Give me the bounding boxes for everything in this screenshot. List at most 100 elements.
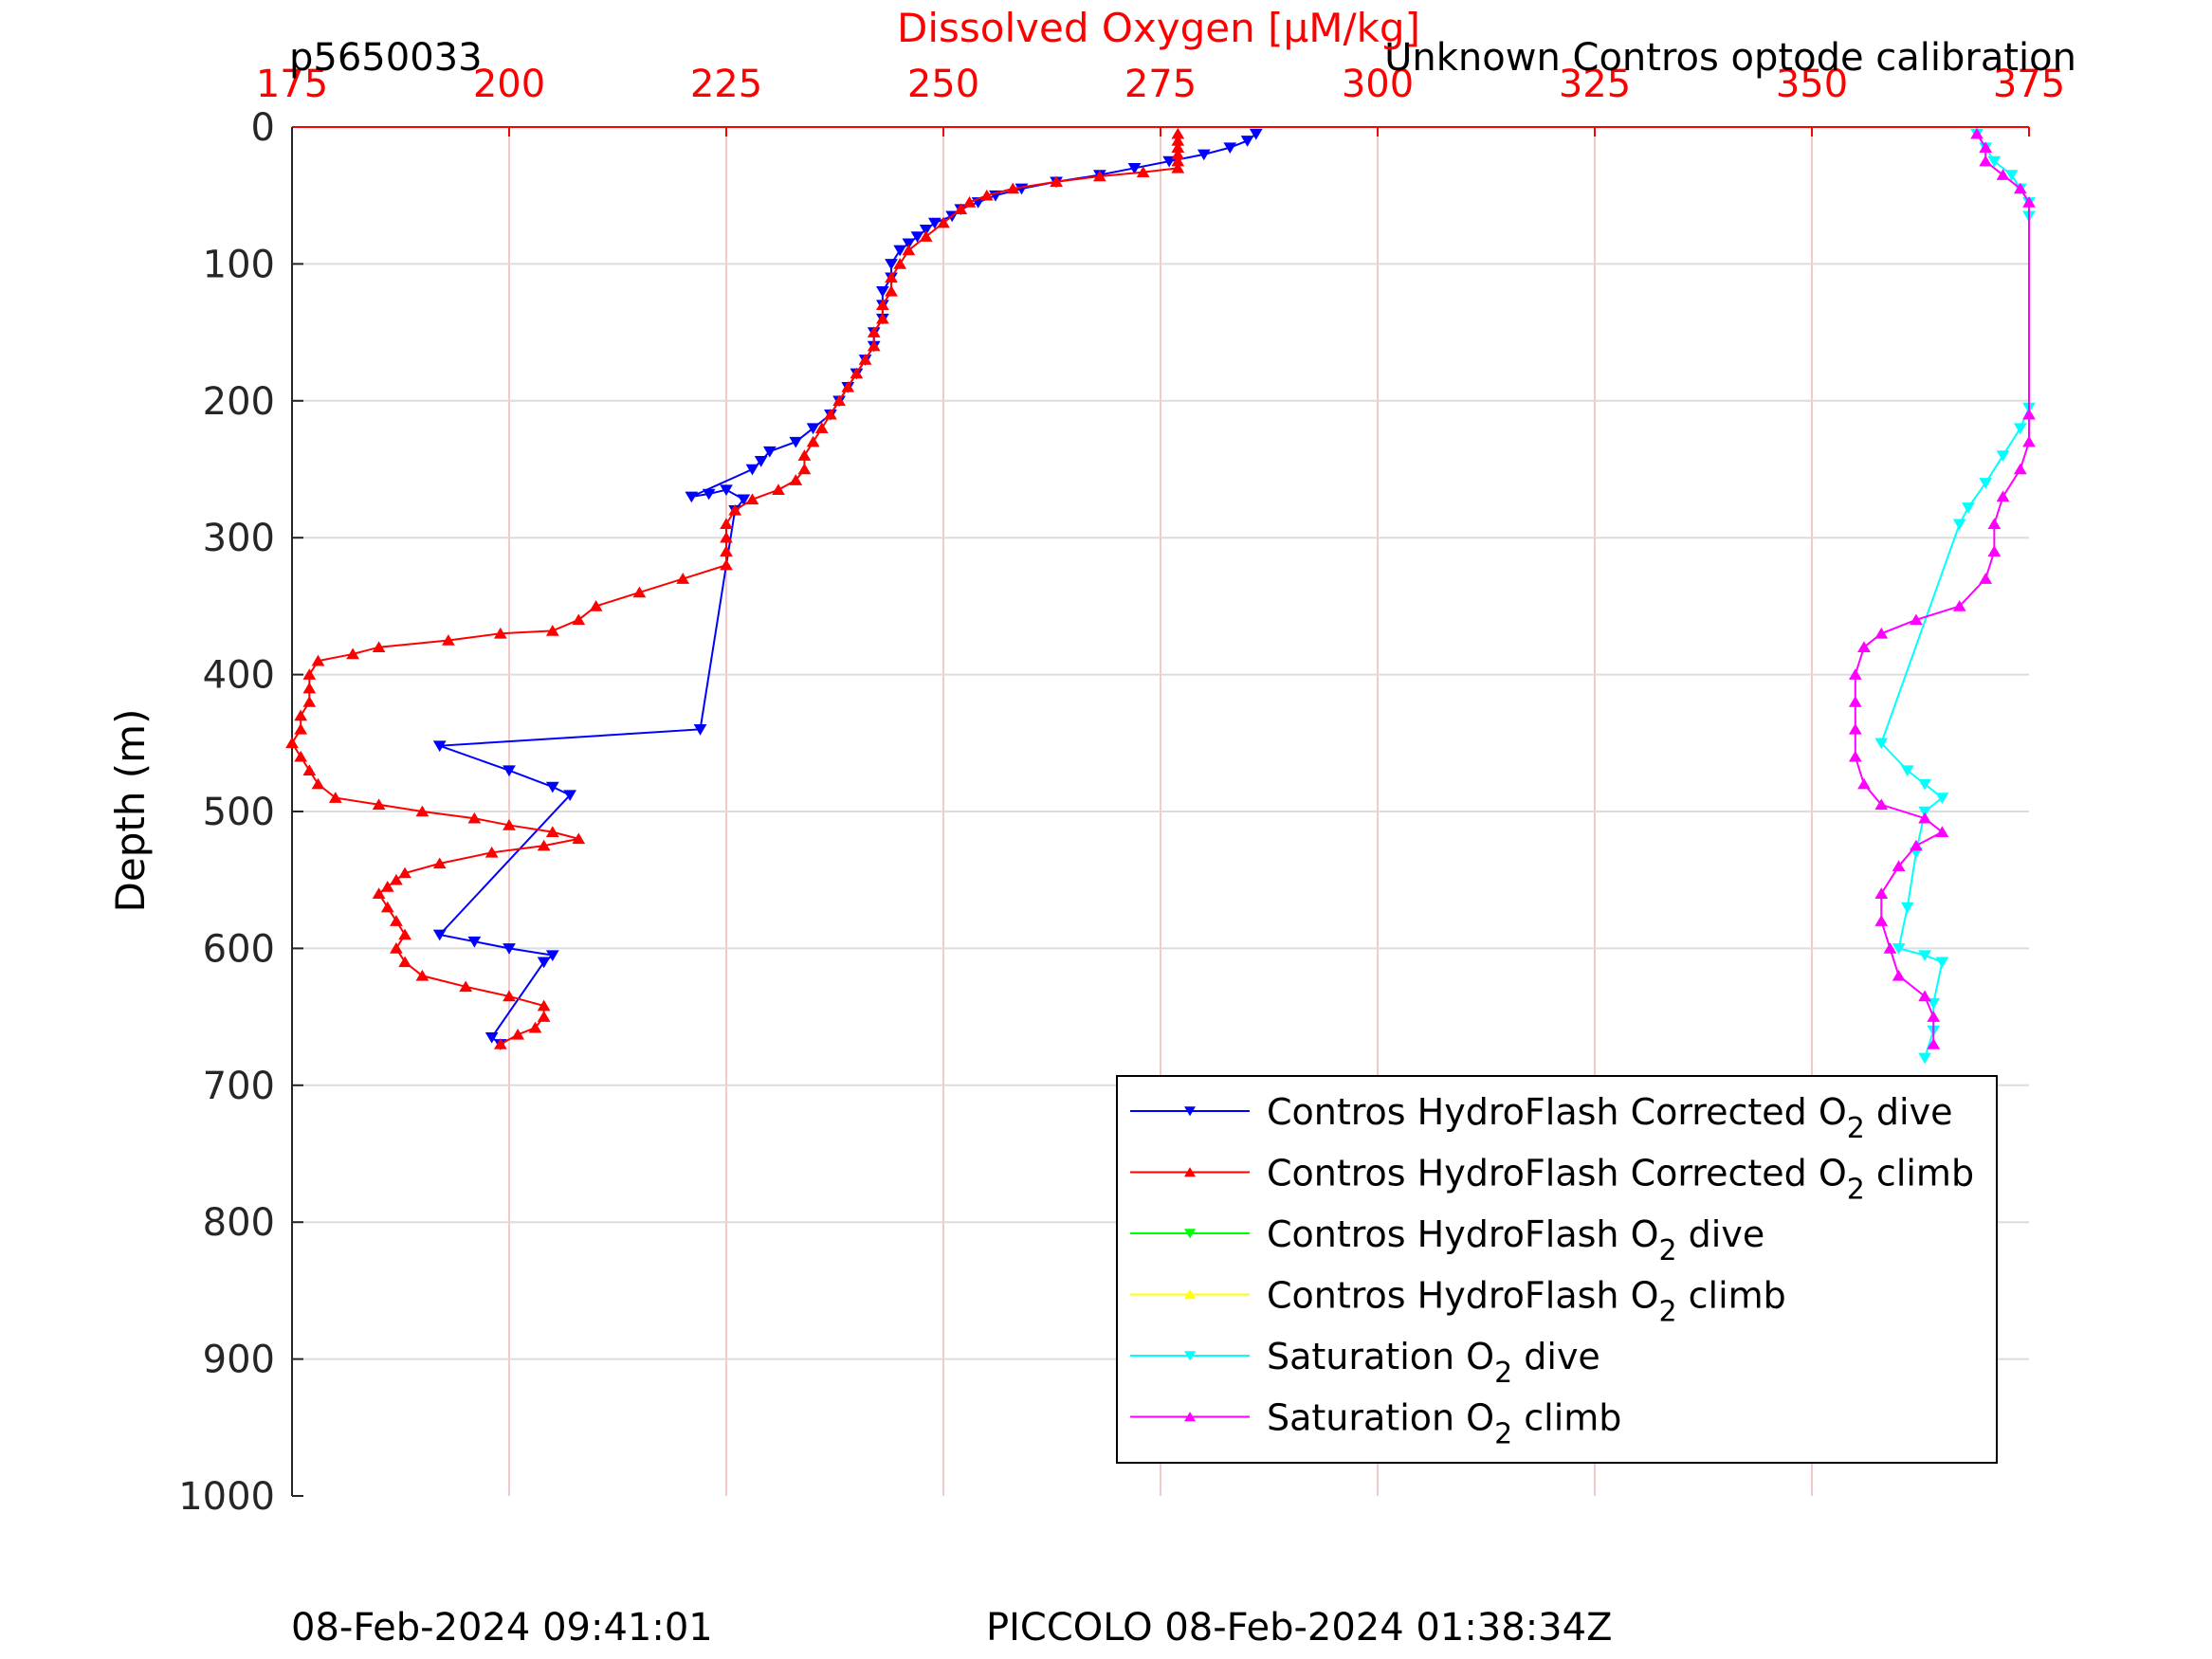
data-point — [1874, 798, 1889, 811]
data-point — [1918, 1052, 1931, 1065]
data-point — [806, 423, 820, 435]
legend-label: Saturation O2 dive — [1267, 1336, 1600, 1390]
data-point — [572, 832, 586, 845]
legend-label: Contros HydroFlash Corrected O2 climb — [1267, 1153, 1974, 1207]
data-point — [850, 367, 864, 379]
data-point — [1935, 957, 1949, 969]
legend-label: Contros HydroFlash O2 climb — [1267, 1275, 1786, 1329]
data-point — [1935, 793, 1949, 804]
y-tick-label: 0 — [251, 106, 275, 150]
data-point — [2013, 463, 2027, 475]
data-point — [390, 915, 403, 926]
data-point — [754, 456, 768, 467]
data-point — [1223, 142, 1237, 155]
data-point — [1987, 518, 2002, 530]
data-point — [720, 484, 733, 497]
series-line — [1854, 133, 2030, 1045]
data-point — [737, 494, 751, 506]
series-layer — [285, 127, 2036, 1065]
data-point — [294, 750, 308, 762]
data-point — [1171, 161, 1185, 173]
x-tick-label: 175 — [256, 63, 328, 106]
data-point — [285, 737, 299, 749]
data-point — [885, 271, 898, 283]
data-point — [806, 435, 820, 447]
data-point — [380, 881, 394, 892]
profile-id-label: p5650033 — [289, 36, 483, 80]
y-tick-label: 300 — [203, 517, 275, 560]
x-axis-title: Dissolved Oxygen [μM/kg] — [897, 5, 1420, 51]
data-point — [1892, 860, 1906, 872]
x-tick-label: 325 — [1559, 63, 1631, 106]
y-tick-label: 400 — [203, 654, 275, 698]
data-point — [2022, 196, 2036, 208]
data-point — [832, 394, 846, 407]
data-point — [390, 942, 403, 954]
data-point — [503, 943, 516, 955]
data-point — [467, 936, 482, 948]
data-point — [302, 682, 317, 694]
data-point — [1996, 490, 2010, 502]
x-tick-label: 375 — [1993, 63, 2065, 106]
footer-timestamp: 08-Feb-2024 09:41:01 — [291, 1606, 713, 1650]
data-point — [702, 488, 716, 501]
data-point — [797, 449, 812, 461]
data-point — [789, 474, 803, 485]
data-point — [1006, 182, 1020, 194]
data-point — [432, 929, 447, 941]
y-tick-label: 600 — [203, 927, 275, 971]
legend-marker — [1184, 1167, 1196, 1177]
legend-marker — [1184, 1412, 1196, 1422]
data-point — [1935, 826, 1949, 837]
data-point — [720, 518, 733, 530]
x-tick-label: 200 — [473, 63, 545, 106]
data-point — [1874, 627, 1889, 639]
data-point — [372, 641, 386, 653]
data-point — [1848, 722, 1862, 735]
x-tick-label: 250 — [907, 63, 979, 106]
y-tick-label: 700 — [203, 1065, 275, 1108]
data-point — [902, 244, 916, 256]
data-point — [876, 312, 889, 324]
data-point — [294, 709, 308, 721]
data-point — [1874, 915, 1889, 926]
data-point — [1127, 163, 1142, 174]
data-point — [589, 600, 603, 611]
data-point — [372, 798, 386, 811]
footer-mission-info: PICCOLO 08-Feb-2024 01:38:34Z — [986, 1606, 1613, 1650]
data-point — [1996, 450, 2010, 462]
data-point — [537, 1011, 551, 1022]
data-point — [380, 901, 394, 913]
y-axis-title: Depth (m) — [107, 709, 154, 913]
series-1 — [285, 127, 1185, 1049]
data-point — [1857, 641, 1871, 653]
data-point — [1962, 502, 1975, 514]
data-point — [1093, 170, 1106, 182]
data-point — [1197, 149, 1211, 161]
series-4 — [1874, 128, 2036, 1065]
data-point — [302, 696, 317, 707]
data-point — [432, 740, 447, 753]
data-point — [1910, 613, 1923, 626]
data-point — [745, 493, 759, 505]
data-point — [415, 805, 430, 817]
data-point — [962, 196, 977, 208]
data-point — [2022, 408, 2036, 420]
data-point — [1979, 155, 1993, 167]
data-point — [1848, 750, 1862, 762]
data-point — [867, 326, 881, 337]
data-point — [398, 866, 411, 879]
data-point — [442, 634, 455, 646]
legend-marker — [1184, 1229, 1196, 1239]
data-point — [1249, 128, 1263, 140]
data-point — [1918, 806, 1931, 818]
data-point — [876, 285, 889, 298]
data-point — [1952, 519, 1966, 531]
data-point — [676, 573, 690, 584]
series-line — [437, 133, 1257, 1046]
data-point — [346, 647, 359, 660]
legend-label: Contros HydroFlash Corrected O2 dive — [1267, 1091, 1952, 1145]
data-point — [1970, 127, 1983, 139]
legend: Contros HydroFlash Corrected O2 dive Cont… — [1116, 1075, 1998, 1464]
